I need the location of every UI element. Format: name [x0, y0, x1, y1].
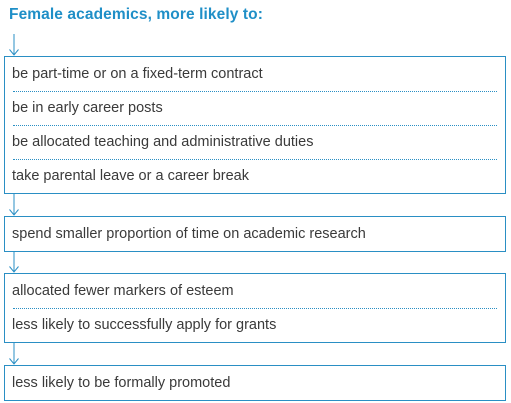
factor-box-3: allocated fewer markers of esteem less l… [4, 273, 506, 343]
down-arrow-connector [8, 34, 20, 56]
down-arrow-icon [9, 34, 19, 56]
factor-item: be part-time or on a fixed-term contract [12, 66, 263, 82]
factor-item: allocated fewer markers of esteem [12, 283, 234, 299]
diagram-title: Female academics, more likely to: [9, 6, 264, 23]
factor-item: spend smaller proportion of time on acad… [12, 226, 366, 242]
factor-box-4: less likely to be formally promoted [4, 365, 506, 401]
factor-item: be allocated teaching and administrative… [5, 125, 505, 159]
down-arrow-connector [8, 251, 20, 273]
factor-item: be in early career posts [5, 91, 505, 125]
factor-item: less likely to be formally promoted [12, 375, 231, 391]
down-arrow-connector [8, 194, 20, 216]
factor-box-1: be part-time or on a fixed-term contract… [4, 56, 506, 194]
down-arrow-connector [8, 343, 20, 365]
factor-box-2: spend smaller proportion of time on acad… [4, 216, 506, 252]
down-arrow-icon [9, 251, 19, 273]
factor-item: less likely to successfully apply for gr… [5, 308, 505, 342]
factor-item: take parental leave or a career break [5, 159, 505, 193]
down-arrow-icon [9, 343, 19, 365]
down-arrow-icon [9, 194, 19, 216]
